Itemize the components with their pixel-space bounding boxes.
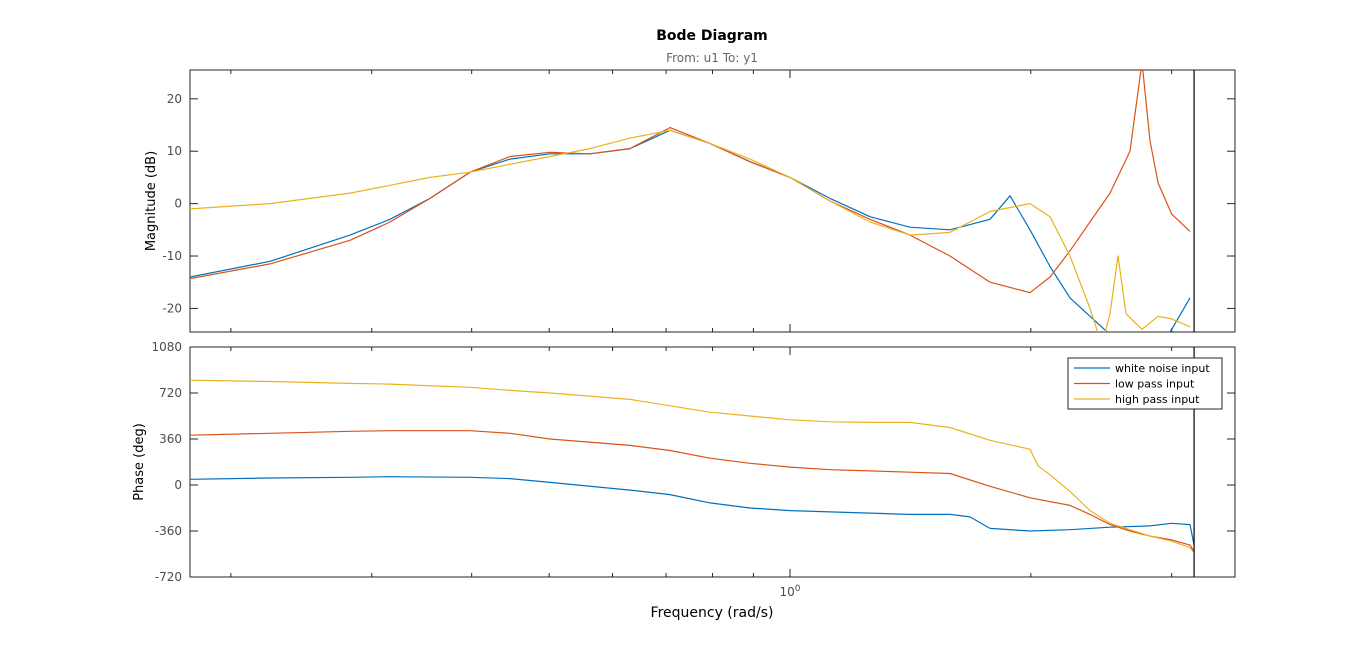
phase-series-white-noise-input bbox=[190, 476, 1195, 546]
phase-y-tick-label: -720 bbox=[155, 570, 182, 584]
mag-y-tick-label: 0 bbox=[174, 197, 182, 211]
mag-series-low-pass-input bbox=[190, 70, 1191, 294]
mag-y-tick-label: 10 bbox=[167, 144, 182, 158]
phase-y-tick-label: 720 bbox=[159, 386, 182, 400]
legend: white noise input low pass input high pass… bbox=[1067, 357, 1223, 410]
phase-y-tick-label: -360 bbox=[155, 524, 182, 538]
magnitude-y-axis-label: Magnitude (dB) bbox=[144, 151, 159, 251]
x-tick-label: 100 bbox=[779, 584, 800, 599]
phase-series-high-pass-input bbox=[190, 379, 1195, 554]
legend-item-label: low pass input bbox=[1115, 378, 1195, 391]
phase-y-tick-label: 0 bbox=[174, 478, 182, 492]
legend-item-label: white noise input bbox=[1115, 362, 1210, 375]
phase-y-axis-label: Phase (deg) bbox=[132, 423, 147, 501]
phase-y-tick-label: 1080 bbox=[151, 340, 182, 354]
phase-series-low-pass-input bbox=[190, 430, 1195, 552]
mag-series-high-pass-input bbox=[190, 129, 1191, 332]
legend-item-label: high pass input bbox=[1115, 393, 1200, 406]
mag-y-tick-label: 20 bbox=[167, 92, 182, 106]
legend-box bbox=[1067, 357, 1223, 410]
chart-title: Bode Diagram bbox=[656, 28, 768, 44]
mag-series-white-noise-input bbox=[190, 129, 1191, 332]
mag-y-tick-label: -20 bbox=[162, 301, 182, 315]
magnitude-panel: -20 -10 0 10 20 bbox=[162, 69, 1236, 333]
x-axis-label: Frequency (rad/s) bbox=[651, 605, 774, 621]
chart-subtitle: From: u1 To: y1 bbox=[666, 51, 758, 65]
phase-panel: -720 -360 0 360 720 1080 bbox=[151, 340, 1236, 584]
mag-axes-frame bbox=[189, 69, 1236, 333]
phase-y-tick-label: 360 bbox=[159, 432, 182, 446]
mag-y-tick-label: -10 bbox=[162, 249, 182, 263]
